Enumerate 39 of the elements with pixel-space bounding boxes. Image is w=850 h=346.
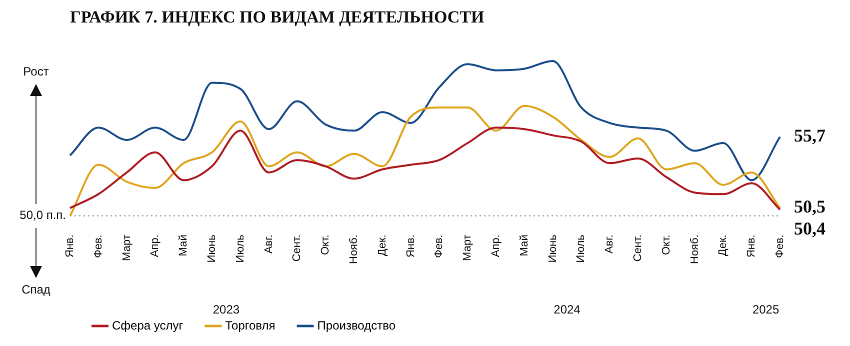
x-tick-label: Янв. [404,234,417,258]
text: Спад [22,282,50,296]
x-tick-label: Июнь [546,234,559,263]
x-tick-label: Апр. [149,234,162,258]
x-tick-label: Фев. [92,234,104,258]
x-tick-label: Авг. [604,234,616,254]
x-tick-label: Янв. [746,234,758,258]
text: 55,7 [794,126,826,146]
x-tick-label: Дек. [376,234,388,256]
x-tick-label: Май [518,234,530,256]
chart-title: ГРАФИК 7. ИНДЕКС ПО ВИДАМ ДЕЯТЕЛЬНОСТИ [70,8,484,27]
x-tick-label: Март [462,234,474,261]
text: 2025 [752,302,780,316]
x-tick-label: Сент. [291,234,304,262]
text: 2023 [212,302,240,316]
x-tick-label: Авг. [262,234,275,254]
x-tick-label: Май [178,234,190,256]
x-tick-label: Окт. [320,234,332,255]
legend-label: Сфера услуг [112,318,184,332]
x-tick-label: Июнь [206,234,218,263]
legend-label: Производство [317,318,396,332]
x-tick-label: Янв. [64,234,76,258]
x-tick-label: Март [120,234,133,261]
text: 50,0 п.п. [20,208,66,222]
x-tick-label: Июль [234,234,246,263]
x-tick-label: Апр. [490,234,502,258]
text: 2024 [554,302,581,316]
text: 50,4 [794,218,826,239]
x-tick-label: Нояб. [688,234,701,264]
x-tick-label: Окт. [660,234,672,255]
x-tick-label: Фев. [433,234,446,258]
text: Рост [23,64,50,79]
x-tick-label: Нояб. [348,234,360,264]
x-tick-label: Июль [575,234,588,263]
text: 50,5 [794,196,826,217]
legend-label: Торговля [225,318,276,332]
x-tick-label: Фев. [774,234,786,258]
x-tick-label: Сент. [632,234,644,262]
x-tick-label: Дек. [717,234,730,256]
